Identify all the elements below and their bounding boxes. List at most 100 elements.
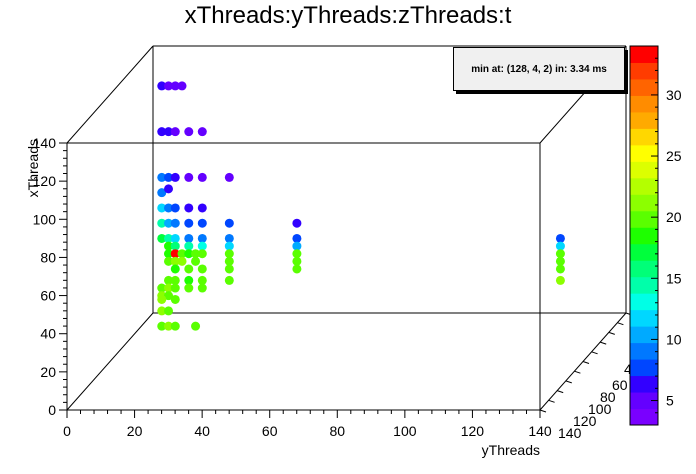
z-tick [557, 390, 564, 394]
data-point [164, 321, 174, 331]
data-point [164, 172, 174, 182]
data-point [170, 294, 180, 304]
chart-title: xThreads:yThreads:zThreads:t [184, 2, 512, 29]
color-scale-segment [630, 78, 658, 96]
color-tick-label: 10 [666, 331, 682, 347]
x-tick-label: 140 [528, 423, 552, 439]
box-edge [66, 312, 154, 411]
data-point [157, 172, 167, 182]
data-point [224, 275, 234, 285]
data-point [170, 241, 180, 251]
data-point [197, 203, 207, 213]
data-point [184, 172, 194, 182]
data-point [184, 203, 194, 213]
color-tick-label: 30 [666, 87, 682, 103]
data-point [164, 203, 174, 213]
color-scale-segment [630, 392, 658, 410]
data-point [197, 127, 207, 137]
color-scale-segment [630, 375, 658, 393]
color-scale-segment [630, 128, 658, 146]
data-point [170, 256, 180, 266]
data-point [191, 321, 201, 331]
data-point [184, 233, 194, 243]
data-point [170, 127, 180, 137]
color-scale-segment [630, 243, 658, 261]
z-tick-label: 80 [600, 389, 616, 405]
data-point [292, 256, 302, 266]
data-point [197, 283, 207, 293]
color-scale-segment [630, 309, 658, 327]
x-tick-label: 80 [329, 423, 345, 439]
color-tick-label: 25 [666, 148, 682, 164]
data-point [170, 275, 180, 285]
data-point [224, 233, 234, 243]
data-point [164, 249, 174, 259]
data-point [555, 256, 565, 266]
data-point [197, 172, 207, 182]
x-tick-label: 40 [194, 423, 210, 439]
data-point [224, 172, 234, 182]
data-point [170, 203, 180, 213]
data-point [164, 184, 174, 194]
data-point [157, 306, 167, 316]
data-point [292, 264, 302, 274]
z-tick [582, 361, 590, 364]
y-tick-label: 0 [48, 402, 56, 418]
color-scale-segment [630, 111, 658, 129]
data-point [164, 283, 174, 293]
data-point [555, 249, 565, 259]
color-scale-segment [630, 46, 658, 63]
data-point [164, 241, 174, 251]
color-scale-segment [630, 276, 658, 294]
data-point [197, 218, 207, 228]
data-point [157, 283, 167, 293]
data-point [164, 127, 174, 137]
data-point [170, 172, 180, 182]
box-edge [66, 45, 154, 144]
data-point [157, 188, 167, 198]
data-point [184, 264, 194, 274]
color-scale-segment [630, 359, 658, 377]
data-point [197, 249, 207, 259]
data-point [177, 81, 187, 91]
data-point [191, 249, 201, 259]
y-tick-label: 80 [40, 249, 56, 265]
color-tick-label: 20 [666, 209, 682, 225]
color-scale-segment [630, 62, 658, 80]
x-tick-label: 20 [127, 423, 143, 439]
data-point [224, 249, 234, 259]
data-point [224, 256, 234, 266]
data-point [164, 256, 174, 266]
z-tick [565, 380, 572, 384]
z-tick [591, 351, 598, 355]
data-point [555, 241, 565, 251]
data-point [170, 321, 180, 331]
data-point [164, 81, 174, 91]
color-scale-frame [629, 45, 659, 426]
data-point [157, 294, 167, 304]
data-point [170, 81, 180, 91]
y-tick-label: 20 [40, 364, 56, 380]
data-point [184, 241, 194, 251]
data-point [184, 249, 194, 259]
color-scale-segment [630, 210, 658, 228]
data-point [164, 291, 174, 301]
data-point [197, 233, 207, 243]
data-point [157, 321, 167, 331]
data-point [170, 218, 180, 228]
z-tick-label: 60 [612, 377, 628, 393]
data-point [157, 81, 167, 91]
color-tick-label: 15 [666, 270, 682, 286]
data-point [170, 233, 180, 243]
data-point [191, 256, 201, 266]
color-scale-segment [630, 342, 658, 360]
data-point [170, 249, 180, 259]
color-scale-segment [630, 408, 658, 426]
y-axis-title: xThreads [25, 139, 41, 197]
z-tick [574, 370, 581, 374]
data-point [197, 264, 207, 274]
data-point [224, 264, 234, 274]
data-point [164, 306, 174, 316]
